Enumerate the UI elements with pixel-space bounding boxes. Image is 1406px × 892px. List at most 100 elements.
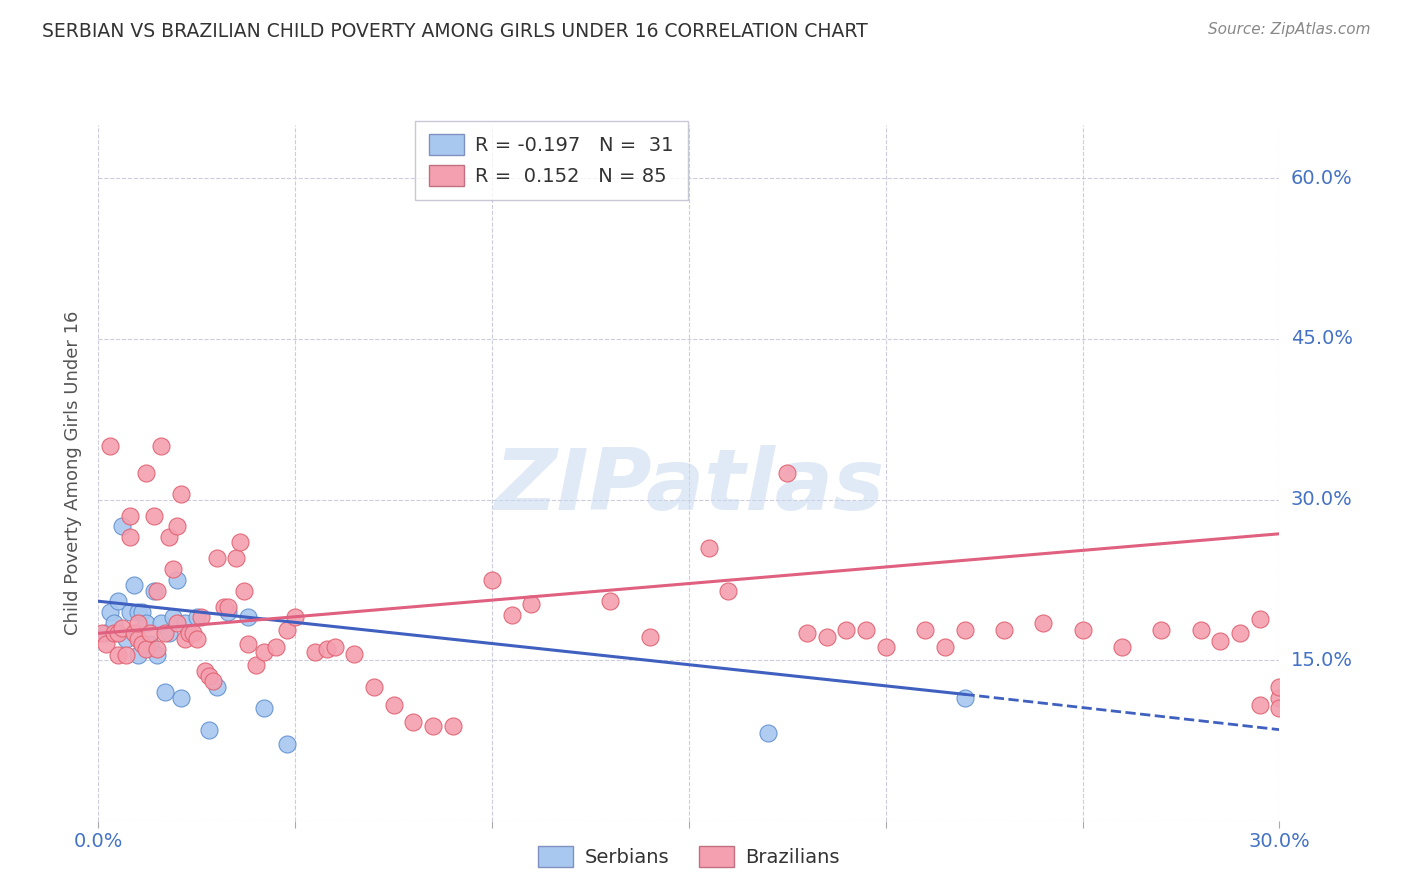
Point xyxy=(96,626,118,640)
Point xyxy=(166,573,188,587)
Point xyxy=(1032,615,1054,630)
Point xyxy=(135,642,157,657)
Point xyxy=(205,551,228,566)
Point xyxy=(1249,698,1271,712)
Point xyxy=(1268,680,1291,694)
Point xyxy=(157,530,180,544)
Point xyxy=(103,615,125,630)
Point xyxy=(520,598,543,612)
Point xyxy=(914,623,936,637)
Point xyxy=(115,632,138,646)
Point xyxy=(253,701,276,715)
Text: 45.0%: 45.0% xyxy=(1291,329,1353,349)
Point xyxy=(253,644,276,658)
Text: 30.0%: 30.0% xyxy=(1291,490,1353,509)
Point xyxy=(796,626,818,640)
Point xyxy=(135,615,157,630)
Point xyxy=(190,610,212,624)
Point xyxy=(103,626,125,640)
Text: 60.0%: 60.0% xyxy=(1291,169,1353,188)
Point xyxy=(194,664,217,678)
Point xyxy=(236,637,259,651)
Point xyxy=(177,626,200,640)
Point xyxy=(197,669,219,683)
Point xyxy=(363,680,385,694)
Point xyxy=(146,648,169,662)
Point xyxy=(422,719,444,733)
Point xyxy=(343,647,366,661)
Point xyxy=(1071,623,1094,637)
Point xyxy=(162,562,184,576)
Point xyxy=(107,626,129,640)
Point xyxy=(217,599,239,614)
Point xyxy=(717,583,740,598)
Point xyxy=(304,644,326,658)
Point xyxy=(1268,701,1291,715)
Point xyxy=(98,605,121,619)
Point xyxy=(127,615,149,630)
Point xyxy=(276,737,298,751)
Point xyxy=(138,637,160,651)
Point xyxy=(118,530,141,544)
Point xyxy=(142,583,165,598)
Point xyxy=(875,640,897,655)
Point xyxy=(197,723,219,737)
Point xyxy=(162,610,184,624)
Point xyxy=(214,599,236,614)
Point xyxy=(96,637,118,651)
Point xyxy=(934,640,956,655)
Point xyxy=(157,626,180,640)
Point xyxy=(118,508,141,523)
Point xyxy=(107,648,129,662)
Point xyxy=(229,535,252,549)
Point xyxy=(1229,626,1251,640)
Point xyxy=(1150,623,1173,637)
Point xyxy=(953,623,976,637)
Point xyxy=(122,578,145,592)
Point xyxy=(315,642,337,657)
Point xyxy=(98,439,121,453)
Point xyxy=(1268,690,1291,705)
Point xyxy=(166,615,188,630)
Point xyxy=(236,610,259,624)
Point xyxy=(146,642,169,657)
Point xyxy=(697,541,720,555)
Point xyxy=(264,640,287,655)
Point xyxy=(1209,633,1232,648)
Y-axis label: Child Poverty Among Girls Under 16: Child Poverty Among Girls Under 16 xyxy=(65,310,83,635)
Point xyxy=(181,626,204,640)
Point xyxy=(166,519,188,533)
Point xyxy=(993,623,1015,637)
Point xyxy=(1111,640,1133,655)
Point xyxy=(186,610,208,624)
Point xyxy=(170,487,193,501)
Point xyxy=(122,626,145,640)
Point xyxy=(638,630,661,644)
Point xyxy=(155,626,177,640)
Point xyxy=(233,583,256,598)
Point xyxy=(118,605,141,619)
Point xyxy=(1249,612,1271,626)
Point xyxy=(276,623,298,637)
Point xyxy=(150,615,173,630)
Point xyxy=(155,685,177,699)
Point xyxy=(756,726,779,740)
Point xyxy=(217,605,239,619)
Point xyxy=(481,573,503,587)
Text: Source: ZipAtlas.com: Source: ZipAtlas.com xyxy=(1208,22,1371,37)
Point xyxy=(111,621,134,635)
Point xyxy=(138,626,160,640)
Text: ZIPatlas: ZIPatlas xyxy=(494,445,884,528)
Point xyxy=(127,648,149,662)
Point xyxy=(855,623,877,637)
Point xyxy=(150,439,173,453)
Point xyxy=(205,680,228,694)
Point xyxy=(174,632,197,646)
Point xyxy=(115,648,138,662)
Point xyxy=(776,466,799,480)
Point xyxy=(599,594,621,608)
Point xyxy=(174,615,197,630)
Point xyxy=(131,637,153,651)
Point xyxy=(127,632,149,646)
Point xyxy=(142,508,165,523)
